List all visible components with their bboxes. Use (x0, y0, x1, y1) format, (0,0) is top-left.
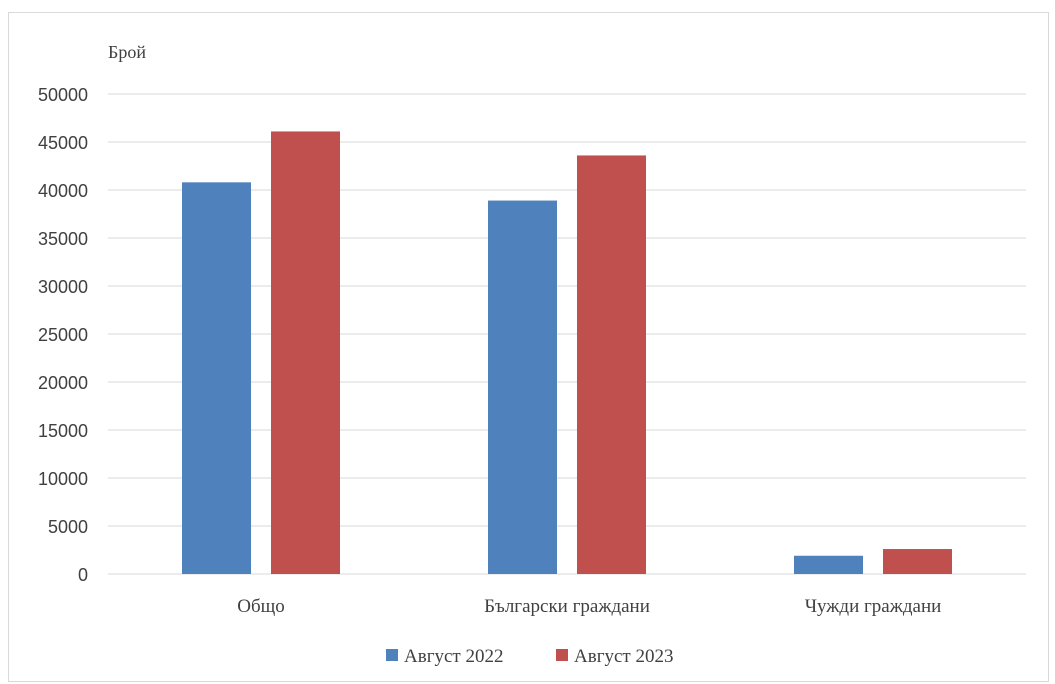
y-tick-label: 35000 (38, 229, 88, 249)
y-tick-label: 45000 (38, 133, 88, 153)
x-category-labels: Общо Български граждани Чужди граждани (237, 596, 941, 617)
y-tick-labels: 0 5000 10000 15000 20000 25000 30000 35000 40000… (38, 85, 88, 585)
y-tick-label: 40000 (38, 181, 88, 201)
y-tick-label: 5000 (48, 517, 88, 537)
y-axis-title: Брой (108, 42, 146, 62)
y-tick-label: 0 (78, 565, 88, 585)
bar (488, 200, 557, 574)
bars (182, 131, 952, 574)
bar (883, 549, 952, 574)
y-tick-label: 10000 (38, 469, 88, 489)
legend: Август 2022 Август 2023 (386, 646, 673, 667)
legend-swatch (556, 649, 568, 661)
legend-label: Август 2023 (574, 646, 673, 667)
legend-swatch (386, 649, 398, 661)
bar (271, 131, 340, 574)
y-tick-label: 15000 (38, 421, 88, 441)
legend-label: Август 2022 (404, 646, 503, 667)
y-tick-label: 20000 (38, 373, 88, 393)
x-category-label: Общо (237, 596, 285, 617)
gridlines (108, 93, 1026, 575)
bar (794, 555, 863, 574)
bar (182, 182, 251, 574)
x-category-label: Чужди граждани (805, 596, 942, 617)
y-tick-label: 30000 (38, 277, 88, 297)
bar (577, 155, 646, 574)
x-category-label: Български граждани (484, 596, 650, 617)
y-tick-label: 50000 (38, 85, 88, 105)
y-tick-label: 25000 (38, 325, 88, 345)
